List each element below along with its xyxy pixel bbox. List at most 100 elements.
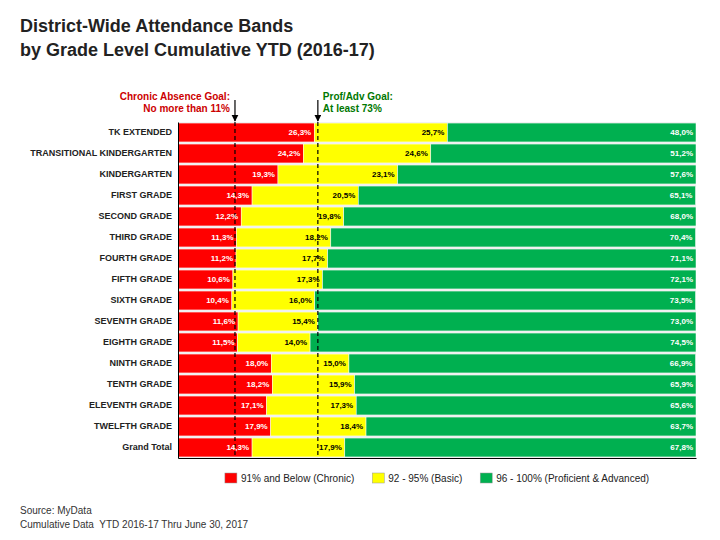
legend-label: 96 - 100% (Proficient & Advanced) bbox=[496, 473, 649, 484]
data-label: 19,8% bbox=[318, 212, 341, 221]
bar bbox=[238, 333, 311, 352]
bar bbox=[323, 270, 696, 289]
data-label: 18,0% bbox=[246, 359, 269, 368]
data-label: 17,9% bbox=[319, 443, 342, 452]
legend-item: 91% and Below (Chronic) bbox=[225, 473, 354, 484]
data-label: 10,4% bbox=[206, 296, 229, 305]
y-tick: TK EXTENDED bbox=[108, 127, 178, 137]
y-tick-label: FIRST GRADE bbox=[111, 190, 172, 200]
data-label: 11,6% bbox=[213, 317, 235, 326]
data-label: 11,3% bbox=[211, 233, 233, 242]
bar bbox=[178, 165, 278, 184]
bar bbox=[267, 396, 357, 415]
data-label: 18,4% bbox=[340, 422, 363, 431]
data-label: 17,1% bbox=[241, 401, 264, 410]
bar bbox=[331, 228, 696, 247]
plot: TK EXTENDED TRANSITIONAL KINDERGARTEN KIND… bbox=[30, 91, 696, 459]
y-tick-label: FOURTH GRADE bbox=[100, 253, 173, 263]
bar bbox=[328, 249, 696, 268]
legend-label: 91% and Below (Chronic) bbox=[241, 473, 354, 484]
data-label: 65,9% bbox=[670, 380, 693, 389]
bar bbox=[178, 396, 267, 415]
y-tick-label: TRANSITIONAL KINDERGARTEN bbox=[30, 148, 172, 158]
series bbox=[310, 123, 696, 457]
bar bbox=[315, 291, 696, 310]
bar bbox=[278, 165, 398, 184]
goal-line bbox=[234, 122, 235, 458]
goal-label: No more than 11% bbox=[143, 103, 230, 114]
bar bbox=[241, 207, 344, 226]
bar bbox=[178, 249, 236, 268]
bar bbox=[178, 417, 271, 436]
bar bbox=[232, 291, 315, 310]
bar bbox=[310, 333, 696, 352]
data-label: 48,0% bbox=[670, 128, 693, 137]
data-label: 17,3% bbox=[297, 275, 320, 284]
bar bbox=[398, 165, 696, 184]
data-label: 66,9% bbox=[670, 359, 693, 368]
data-label: 65,1% bbox=[670, 191, 693, 200]
source-text: Cumulative Data YTD 2016-17 Thru June 30… bbox=[20, 519, 249, 530]
goal-annotations: Chronic Absence Goal:No more than 11%Pro… bbox=[120, 91, 393, 121]
bar bbox=[178, 375, 272, 394]
data-label: 65,6% bbox=[670, 401, 693, 410]
data-label: 25,7% bbox=[422, 128, 445, 137]
y-tick: ELEVENTH GRADE bbox=[89, 400, 178, 410]
goal-arrow bbox=[234, 100, 235, 121]
data-label: 74,5% bbox=[670, 338, 693, 347]
plot-background bbox=[178, 122, 696, 458]
y-tick-label: ELEVENTH GRADE bbox=[89, 400, 172, 410]
y-tick: NINTH GRADE bbox=[110, 358, 179, 368]
y-tick-label: FIFTH GRADE bbox=[112, 274, 173, 284]
bar bbox=[314, 123, 447, 142]
bar bbox=[447, 123, 696, 142]
x-axis-line bbox=[179, 458, 697, 459]
data-label: 51,2% bbox=[670, 149, 693, 158]
data-label: 14,3% bbox=[226, 443, 249, 452]
source: Source: MyDataCumulative Data YTD 2016-1… bbox=[20, 505, 249, 530]
legend: 91% and Below (Chronic) 92 - 95% (Basic) 9… bbox=[225, 473, 649, 484]
data-label: 63,7% bbox=[670, 422, 693, 431]
bar bbox=[252, 186, 358, 205]
bar bbox=[252, 438, 345, 457]
y-tick-label: KINDERGARTEN bbox=[99, 169, 172, 179]
legend-label: 92 - 95% (Basic) bbox=[388, 473, 462, 484]
goal-arrow bbox=[317, 100, 318, 121]
data-label: 19,3% bbox=[252, 170, 275, 179]
legend-item: 92 - 95% (Basic) bbox=[372, 473, 462, 484]
bar bbox=[272, 375, 354, 394]
y-tick: FIRST GRADE bbox=[111, 190, 178, 200]
y-tick-label: EIGHTH GRADE bbox=[103, 337, 172, 347]
bar bbox=[178, 354, 271, 373]
y-tick: SECOND GRADE bbox=[98, 211, 178, 221]
goal-label: At least 73% bbox=[323, 103, 382, 114]
bar bbox=[178, 438, 252, 457]
data-label: 15,9% bbox=[329, 380, 352, 389]
y-axis: TK EXTENDED TRANSITIONAL KINDERGARTEN KIND… bbox=[30, 123, 178, 459]
y-tick: TRANSITIONAL KINDERGARTEN bbox=[30, 148, 178, 158]
data-label: 68,0% bbox=[670, 212, 693, 221]
bar bbox=[178, 291, 232, 310]
y-tick-label: THIRD GRADE bbox=[110, 232, 173, 242]
x-axis bbox=[179, 458, 697, 459]
data-label: 72,1% bbox=[670, 275, 693, 284]
data-label: 17,9% bbox=[245, 422, 268, 431]
bar bbox=[238, 312, 318, 331]
data-labels: 26,3%24,2%19,3%14,3%12,2%11,3%11,2%10,6%… bbox=[206, 128, 693, 452]
y-tick: FIFTH GRADE bbox=[112, 274, 179, 284]
bar bbox=[356, 396, 696, 415]
bar bbox=[303, 144, 430, 163]
y-tick: Grand Total bbox=[122, 442, 178, 452]
data-label: 16,0% bbox=[289, 296, 312, 305]
data-label: 73,0% bbox=[670, 317, 693, 326]
y-tick: KINDERGARTEN bbox=[99, 169, 178, 179]
data-label: 70,4% bbox=[670, 233, 693, 242]
data-label: 11,2% bbox=[211, 254, 233, 263]
y-tick: FOURTH GRADE bbox=[100, 253, 179, 263]
y-axis-line bbox=[178, 123, 179, 459]
data-label: 73,5% bbox=[670, 296, 693, 305]
subtitle: by Grade Level Cumulative YTD (2016-17) bbox=[20, 40, 375, 60]
bar bbox=[345, 438, 696, 457]
data-label: 18,2% bbox=[305, 233, 328, 242]
data-label: 14,0% bbox=[284, 338, 307, 347]
